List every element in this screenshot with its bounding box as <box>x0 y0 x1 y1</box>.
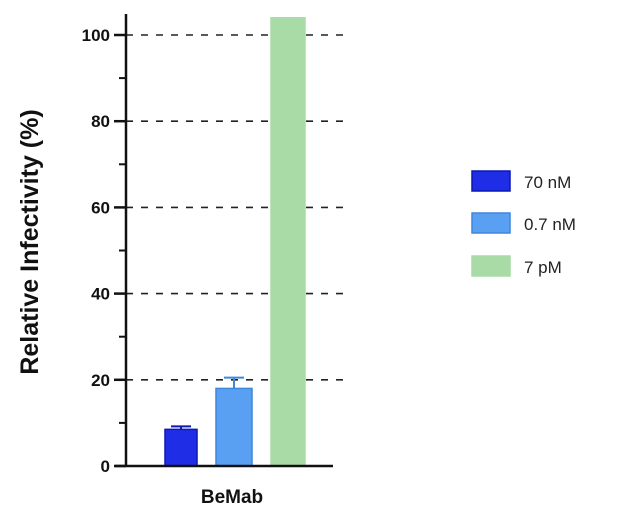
legend-label: 0.7 nM <box>524 215 576 234</box>
bar-0-7-nm <box>215 387 253 467</box>
y-tick-label: 60 <box>91 198 110 217</box>
legend: 70 nM 0.7 nM 7 pM <box>471 170 576 277</box>
y-tick-label: 80 <box>91 112 110 131</box>
y-tick-label: 40 <box>91 285 110 304</box>
y-axis: 0 20 40 60 80 100 <box>82 14 333 476</box>
y-tick-label: 20 <box>91 371 110 390</box>
x-category-label: BeMab <box>201 487 263 508</box>
bar-70-nm <box>164 428 198 467</box>
bar-7-pm <box>270 17 306 467</box>
y-tick-label: 0 <box>101 457 110 476</box>
legend-swatch <box>471 255 511 277</box>
y-axis-title: Relative Infectivity (%) <box>16 109 44 374</box>
legend-swatch <box>471 212 511 234</box>
legend-swatch <box>471 170 511 192</box>
legend-label: 7 pM <box>524 258 562 277</box>
legend-label: 70 nM <box>524 173 571 192</box>
bars <box>164 17 306 467</box>
gridlines <box>126 34 345 381</box>
y-tick-label: 100 <box>82 26 110 45</box>
